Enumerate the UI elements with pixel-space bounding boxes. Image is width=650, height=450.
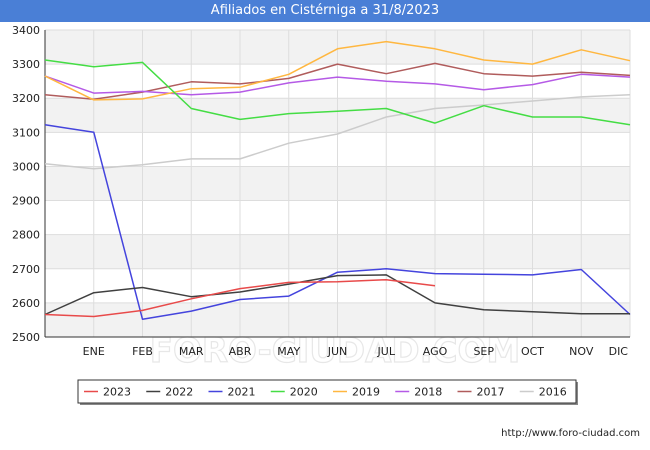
x-tick-label: JUL <box>377 345 396 358</box>
chart-title: Afiliados en Cistérniga a 31/8/2023 <box>0 0 650 22</box>
x-tick-label: NOV <box>569 345 594 358</box>
y-tick-label: 2800 <box>12 229 40 242</box>
y-tick-label: 2900 <box>12 195 40 208</box>
x-tick-label: MAY <box>277 345 300 358</box>
series-line-2016 <box>44 94 631 170</box>
y-tick-label: 3000 <box>12 160 40 173</box>
series-line-2021 <box>44 124 631 321</box>
x-tick-label: DIC <box>609 345 629 358</box>
x-tick-label: MAR <box>179 345 204 358</box>
y-tick-label: 2700 <box>12 263 40 276</box>
y-tick-label: 2500 <box>12 331 40 344</box>
x-tick-label: OCT <box>521 345 544 358</box>
series-line-2022 <box>44 274 630 316</box>
x-tick-label: FEB <box>132 345 153 358</box>
x-tick-label: SEP <box>473 345 494 358</box>
y-tick-label: 3100 <box>12 126 40 139</box>
y-tick-label: 3200 <box>12 92 40 105</box>
x-tick-label: AGO <box>423 345 448 358</box>
legend-label: 2017 <box>477 386 505 399</box>
legend-label: 2019 <box>352 386 380 399</box>
x-tick-label: ENE <box>83 345 105 358</box>
y-tick-labels: 2500 2600 2700 2800 2900 3000 3100 3200 3300 3400 <box>12 24 40 344</box>
legend-label: 2020 <box>290 386 318 399</box>
series-line-2020 <box>44 59 631 126</box>
x-tick-label: ABR <box>229 345 252 358</box>
legend-box <box>77 379 577 404</box>
y-tick-label: 2600 <box>12 297 40 310</box>
legend-label: 2021 <box>228 386 256 399</box>
series-lines <box>44 40 631 321</box>
legend-label: 2023 <box>103 386 131 399</box>
y-tick-label: 3300 <box>12 58 40 71</box>
axes <box>44 30 630 338</box>
legend-label: 2022 <box>165 386 193 399</box>
legend-label: 2016 <box>539 386 567 399</box>
footer-url[interactable]: http://www.foro-ciudad.com <box>501 428 640 439</box>
y-tick-label: 3400 <box>12 24 40 37</box>
x-tick-labels: ENE FEB MAR ABR MAY JUN JUL AGO SEP OCT NOV DIC <box>83 345 629 358</box>
legend-label: 2018 <box>414 386 442 399</box>
series-line-2023 <box>44 278 436 318</box>
x-tick-label: JUN <box>327 345 348 358</box>
legend: 2023 2022 2021 2020 2019 2018 2017 2016 <box>77 379 578 405</box>
series-line-2018 <box>44 73 631 96</box>
series-line-2019 <box>44 40 631 101</box>
